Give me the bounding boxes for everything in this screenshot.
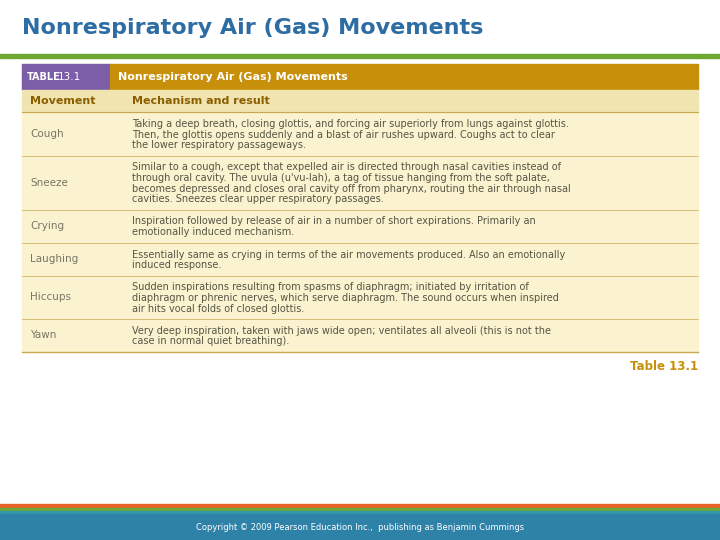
- Bar: [22, 319, 698, 352]
- Text: emotionally induced mechanism.: emotionally induced mechanism.: [132, 227, 294, 237]
- Bar: [22, 64, 110, 90]
- Text: the lower respiratory passageways.: the lower respiratory passageways.: [132, 140, 306, 150]
- Bar: [0, 54, 720, 58]
- Text: Nonrespiratory Air (Gas) Movements: Nonrespiratory Air (Gas) Movements: [22, 18, 483, 38]
- Text: Nonrespiratory Air (Gas) Movements: Nonrespiratory Air (Gas) Movements: [118, 72, 348, 82]
- Text: cavities. Sneezes clear upper respiratory passages.: cavities. Sneezes clear upper respirator…: [132, 194, 384, 204]
- Bar: [110, 64, 698, 90]
- Bar: [0, 504, 720, 508]
- Text: Copyright © 2009 Pearson Education Inc.,  publishing as Benjamin Cummings: Copyright © 2009 Pearson Education Inc.,…: [196, 523, 524, 531]
- Text: Similar to a cough, except that expelled air is directed through nasal cavities : Similar to a cough, except that expelled…: [132, 163, 561, 172]
- Bar: [22, 156, 698, 210]
- Text: Hiccups: Hiccups: [30, 292, 71, 302]
- Text: through oral cavity. The uvula (u'vu-lah), a tag of tissue hanging from the soft: through oral cavity. The uvula (u'vu-lah…: [132, 173, 550, 183]
- Bar: [22, 90, 698, 112]
- Text: induced response.: induced response.: [132, 260, 221, 270]
- Bar: [0, 508, 720, 511]
- Text: Essentially same as crying in terms of the air movements produced. Also an emoti: Essentially same as crying in terms of t…: [132, 249, 565, 260]
- Bar: [0, 511, 720, 514]
- Text: Yawn: Yawn: [30, 330, 56, 341]
- Text: TABLE: TABLE: [27, 72, 60, 82]
- Bar: [22, 112, 698, 156]
- Text: Laughing: Laughing: [30, 254, 78, 264]
- Bar: [0, 514, 720, 540]
- Text: Cough: Cough: [30, 129, 63, 139]
- Text: Very deep inspiration, taken with jaws wide open; ventilates all alveoli (this i: Very deep inspiration, taken with jaws w…: [132, 326, 551, 336]
- Text: diaphragm or phrenic nerves, which serve diaphragm. The sound occurs when inspir: diaphragm or phrenic nerves, which serve…: [132, 293, 559, 303]
- Text: Movement: Movement: [30, 96, 96, 106]
- Text: Table 13.1: Table 13.1: [630, 360, 698, 373]
- Bar: [22, 275, 698, 319]
- Text: Sneeze: Sneeze: [30, 178, 68, 187]
- Text: Mechanism and result: Mechanism and result: [132, 96, 270, 106]
- Text: Sudden inspirations resulting from spasms of diaphragm; initiated by irritation : Sudden inspirations resulting from spasm…: [132, 282, 528, 293]
- Text: 13.1: 13.1: [58, 72, 81, 82]
- Text: Taking a deep breath, closing glottis, and forcing air superiorly from lungs aga: Taking a deep breath, closing glottis, a…: [132, 119, 569, 129]
- Text: Inspiration followed by release of air in a number of short expirations. Primari: Inspiration followed by release of air i…: [132, 217, 536, 226]
- Text: Crying: Crying: [30, 221, 64, 231]
- Text: air hits vocal folds of closed glottis.: air hits vocal folds of closed glottis.: [132, 303, 305, 314]
- Text: becomes depressed and closes oral cavity off from pharynx, routing the air throu: becomes depressed and closes oral cavity…: [132, 184, 571, 193]
- Bar: [22, 242, 698, 275]
- Text: case in normal quiet breathing).: case in normal quiet breathing).: [132, 336, 289, 347]
- Bar: [22, 210, 698, 242]
- Text: Then, the glottis opens suddenly and a blast of air rushes upward. Coughs act to: Then, the glottis opens suddenly and a b…: [132, 130, 555, 139]
